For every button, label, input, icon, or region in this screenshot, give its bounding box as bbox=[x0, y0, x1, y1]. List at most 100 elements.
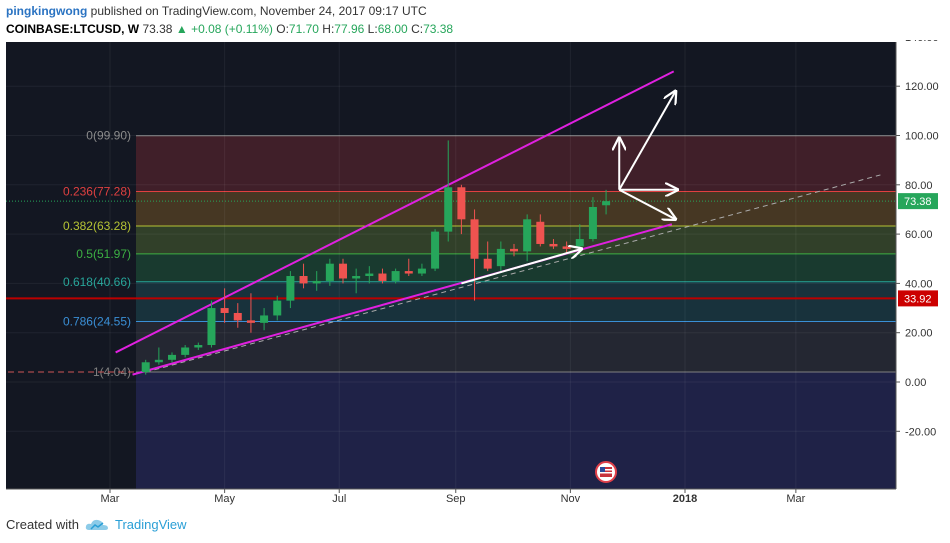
projection-arrow[interactable] bbox=[618, 188, 675, 220]
y-tick-label: 60.00 bbox=[905, 229, 933, 241]
candle[interactable] bbox=[431, 229, 440, 272]
price-chart[interactable]: 0(99.90) 0.236(77.28) 0.382(63.28) 0.5(51.9… bbox=[0, 40, 950, 512]
candle[interactable] bbox=[444, 140, 453, 242]
candle[interactable] bbox=[483, 241, 492, 272]
fib-level-label: 0.786(24.55) bbox=[63, 314, 131, 328]
publish-info: pingkingwong published on TradingView.co… bbox=[6, 4, 427, 18]
candle-body bbox=[496, 248, 505, 267]
candle[interactable] bbox=[549, 239, 558, 249]
candle[interactable] bbox=[220, 288, 229, 323]
y-tick-label: 40.00 bbox=[905, 278, 933, 290]
candle[interactable] bbox=[496, 241, 505, 272]
candle[interactable] bbox=[207, 300, 216, 348]
price-tag: 73.38 bbox=[898, 193, 938, 210]
candle[interactable] bbox=[194, 342, 203, 350]
candle-body bbox=[417, 268, 426, 274]
up-triangle-icon: ▲ bbox=[175, 22, 188, 36]
candle[interactable] bbox=[378, 268, 387, 284]
fib-zone bbox=[136, 135, 896, 192]
candle[interactable] bbox=[312, 271, 321, 291]
candle-body bbox=[404, 271, 413, 274]
candle-body bbox=[141, 362, 150, 373]
last-price: 73.38 bbox=[142, 22, 173, 36]
candle[interactable] bbox=[523, 214, 532, 262]
projection-arrow[interactable] bbox=[461, 249, 581, 285]
fib-zone bbox=[136, 281, 896, 322]
candle-body bbox=[431, 231, 440, 269]
candle[interactable] bbox=[233, 303, 242, 328]
us-flag-icon[interactable] bbox=[595, 461, 617, 483]
candle[interactable] bbox=[365, 266, 374, 284]
candle-body bbox=[444, 187, 453, 232]
price-change: +0.08 (+0.11%) bbox=[191, 22, 273, 36]
candle-body bbox=[523, 219, 532, 252]
candle[interactable] bbox=[141, 359, 150, 375]
x-axis[interactable]: Mar May Jul Sep Nov 2018 Mar bbox=[101, 489, 806, 505]
price-tag-bg bbox=[898, 290, 938, 307]
candle[interactable] bbox=[588, 197, 597, 242]
published-text: published on TradingView.com, November 2… bbox=[90, 4, 427, 18]
candle[interactable] bbox=[391, 268, 400, 284]
candle-body bbox=[549, 243, 558, 247]
candle-body bbox=[273, 300, 282, 316]
candle[interactable] bbox=[536, 214, 545, 247]
candle[interactable] bbox=[273, 295, 282, 321]
candle[interactable] bbox=[404, 258, 413, 277]
candle-body bbox=[339, 263, 348, 279]
candle[interactable] bbox=[470, 209, 479, 301]
candles bbox=[141, 140, 611, 375]
x-tick-label: 2018 bbox=[673, 493, 697, 505]
fib-level-label: 0(99.90) bbox=[86, 129, 131, 143]
candle[interactable] bbox=[602, 189, 611, 215]
y-tick-label: -20.00 bbox=[905, 426, 936, 438]
author-link[interactable]: pingkingwong bbox=[6, 4, 88, 18]
candle[interactable] bbox=[299, 263, 308, 289]
channel-trendline[interactable] bbox=[115, 70, 675, 354]
candle-body bbox=[220, 308, 229, 313]
price-tag-bg bbox=[898, 193, 938, 210]
candle-body bbox=[154, 359, 163, 363]
fib-level-label: 0.618(40.66) bbox=[63, 275, 131, 289]
candle-body bbox=[602, 201, 611, 206]
ohlc-low-label: L: bbox=[367, 22, 378, 36]
candle-body bbox=[588, 206, 597, 240]
candle-body bbox=[181, 347, 190, 355]
candle[interactable] bbox=[260, 308, 269, 331]
x-tick-label: Nov bbox=[561, 493, 581, 505]
candle[interactable] bbox=[457, 184, 466, 235]
fib-level-label: 0.5(51.97) bbox=[76, 247, 131, 261]
y-tick-label: 20.00 bbox=[905, 328, 933, 340]
candle-body bbox=[562, 246, 571, 249]
candle[interactable] bbox=[339, 258, 348, 284]
arrows bbox=[461, 91, 677, 285]
dashed-trendline bbox=[145, 174, 881, 373]
candle-body bbox=[312, 280, 321, 284]
candle[interactable] bbox=[168, 352, 177, 363]
candle[interactable] bbox=[510, 243, 519, 257]
ohlc-high: 77.96 bbox=[334, 22, 365, 36]
projection-arrow[interactable] bbox=[618, 91, 675, 191]
footer: Created with TradingView bbox=[6, 517, 187, 532]
fib-level-label: 0.382(63.28) bbox=[63, 219, 131, 233]
x-tick-label: Mar bbox=[101, 493, 120, 505]
tradingview-brand-link[interactable]: TradingView bbox=[114, 517, 187, 532]
candle[interactable] bbox=[417, 263, 426, 277]
symbol-info: COINBASE:LTCUSD, W 73.38 ▲ +0.08 (+0.11%… bbox=[6, 22, 453, 36]
candle[interactable] bbox=[286, 271, 295, 309]
fib-level-label: 0.236(77.28) bbox=[63, 185, 131, 199]
ohlc-open-label: O: bbox=[276, 22, 289, 36]
y-tick-label: 100.00 bbox=[905, 131, 939, 143]
fib-zone bbox=[136, 372, 896, 489]
candle-body bbox=[286, 276, 295, 301]
x-tick-label: May bbox=[214, 493, 235, 505]
y-axis[interactable]: 140.00 120.00 100.00 80.00 60.00 40.00 20.00 0.… bbox=[896, 40, 939, 438]
candle[interactable] bbox=[562, 241, 571, 254]
candle[interactable] bbox=[246, 293, 255, 333]
candle[interactable] bbox=[325, 258, 334, 286]
candle[interactable] bbox=[181, 345, 190, 358]
candle[interactable] bbox=[154, 347, 163, 365]
candle[interactable] bbox=[352, 268, 361, 294]
fib-zone bbox=[136, 191, 896, 227]
candle-body bbox=[365, 273, 374, 277]
created-with-label: Created with bbox=[6, 517, 79, 532]
